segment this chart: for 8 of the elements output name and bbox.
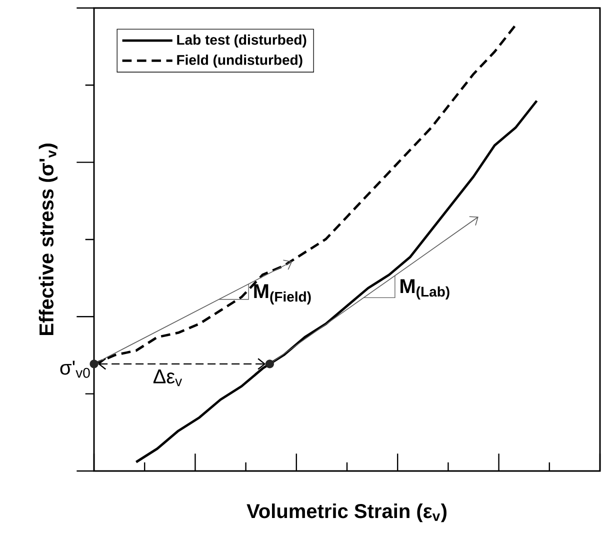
annotation: M$_{(Lab)}$ [400,279,450,300]
annotation: M$_{(Field)}$ [254,284,311,304]
text: σ'$_{v0}$ [60,360,90,378]
y-axis-title: Effective stress (σ'$_{v}$) [38,144,58,335]
x-axis-title: Volumetric Strain (ε$_{v}$) [246,504,446,522]
legend-label: Field (undisturbed) [177,54,302,68]
legend-label: Lab test (disturbed) [177,34,306,48]
annotation: Δε$_{v}$ [153,370,182,386]
